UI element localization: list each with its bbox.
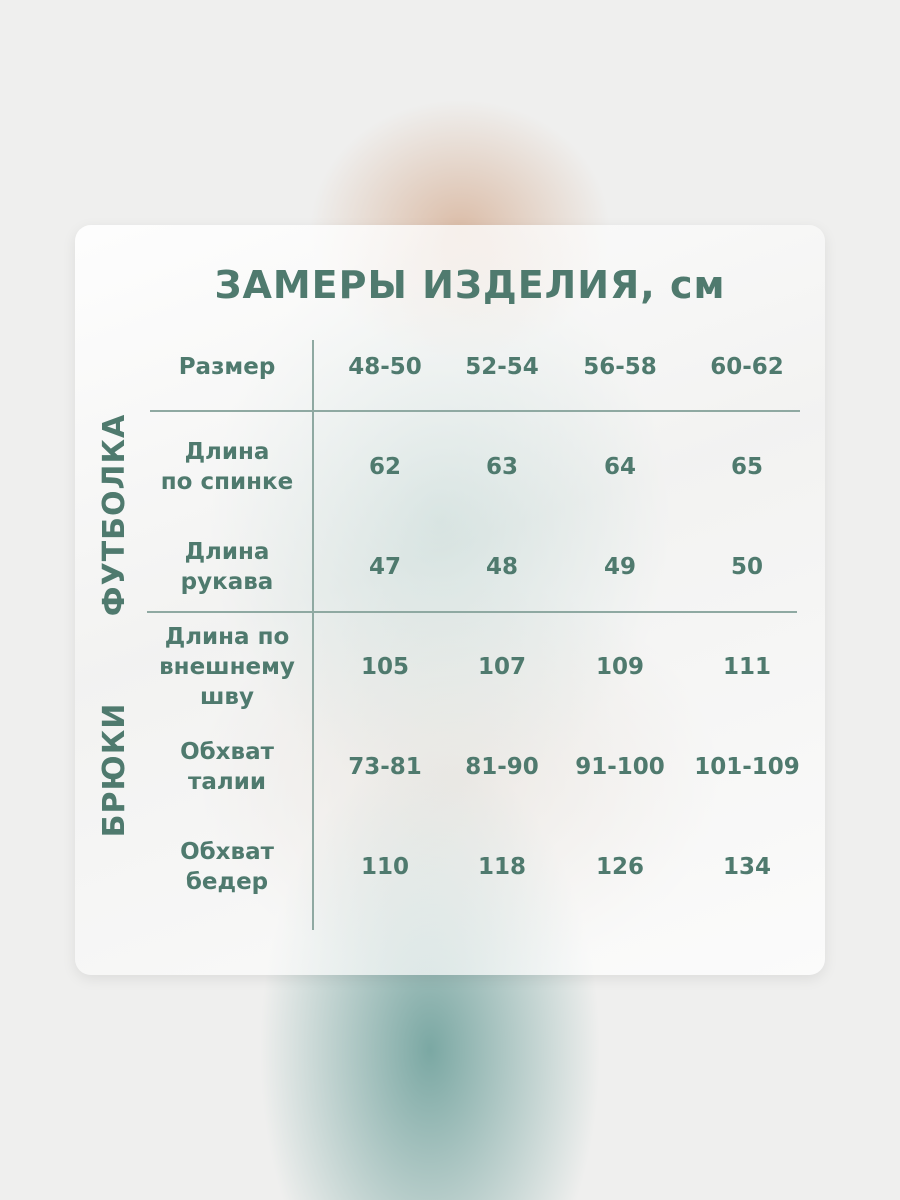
table-cell: 64	[603, 454, 637, 480]
table-cell: 107	[477, 654, 527, 680]
table-cell: 105	[360, 654, 410, 680]
size-header: 60-62	[710, 354, 784, 380]
table-cell: 48	[485, 554, 519, 580]
table-cell: 65	[730, 454, 764, 480]
table-cell: 101-109	[694, 754, 800, 780]
table-cell: 47	[368, 554, 402, 580]
table-cell: 49	[603, 554, 637, 580]
table-cell: 134	[722, 854, 772, 880]
table-cell: 118	[477, 854, 527, 880]
row-label: Длина рукава	[180, 539, 274, 595]
row-label: Обхват талии	[180, 739, 274, 795]
table-cell: 109	[595, 654, 645, 680]
table-cell: 110	[360, 854, 410, 880]
table-cell: 73-81	[348, 754, 422, 780]
table-cell: 50	[730, 554, 764, 580]
table-cell: 62	[368, 454, 402, 480]
table-cell: 81-90	[465, 754, 539, 780]
group-label-pants: БРЮКИ	[97, 702, 132, 838]
table-cell: 111	[722, 654, 772, 680]
group-label-tshirt: ФУТБОЛКА	[97, 413, 132, 617]
header-divider	[150, 410, 800, 412]
row-label: Обхват бедер	[180, 839, 274, 895]
table-cell: 126	[595, 854, 645, 880]
vertical-divider	[312, 340, 314, 930]
row-label: Длина по спинке	[160, 439, 294, 495]
group-divider	[147, 611, 797, 613]
size-header: 56-58	[583, 354, 657, 380]
table-cell: 91-100	[575, 754, 665, 780]
page-title: ЗАМЕРЫ ИЗДЕЛИЯ, см	[214, 263, 726, 307]
header-label: Размер	[178, 354, 276, 380]
row-label: Длина по внешнему шву	[159, 624, 295, 710]
size-chart-card	[75, 225, 825, 975]
size-header: 48-50	[348, 354, 422, 380]
size-header: 52-54	[465, 354, 539, 380]
table-cell: 63	[485, 454, 519, 480]
